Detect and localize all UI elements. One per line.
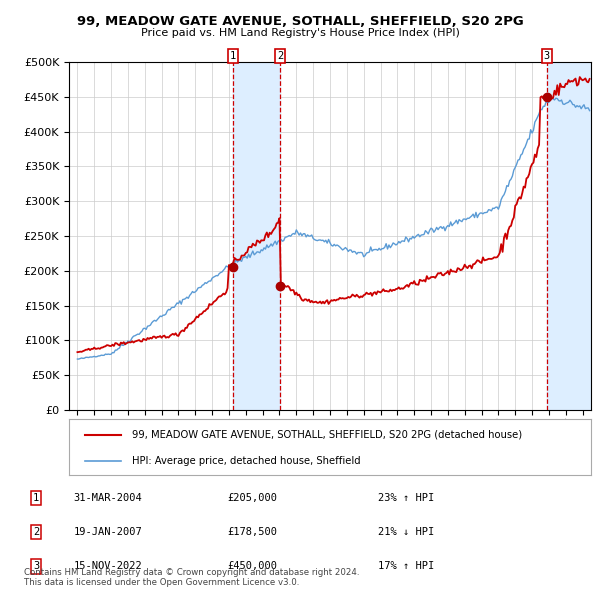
Text: 99, MEADOW GATE AVENUE, SOTHALL, SHEFFIELD, S20 2PG: 99, MEADOW GATE AVENUE, SOTHALL, SHEFFIE… bbox=[77, 15, 523, 28]
Text: 19-JAN-2007: 19-JAN-2007 bbox=[74, 527, 142, 537]
Text: 21% ↓ HPI: 21% ↓ HPI bbox=[378, 527, 434, 537]
Bar bbox=[233, 62, 280, 410]
Text: 31-MAR-2004: 31-MAR-2004 bbox=[74, 493, 142, 503]
Text: 1: 1 bbox=[33, 493, 39, 503]
Text: 2: 2 bbox=[277, 51, 283, 61]
Text: 99, MEADOW GATE AVENUE, SOTHALL, SHEFFIELD, S20 2PG (detached house): 99, MEADOW GATE AVENUE, SOTHALL, SHEFFIE… bbox=[131, 430, 522, 440]
Text: 3: 3 bbox=[33, 562, 39, 571]
Text: 15-NOV-2022: 15-NOV-2022 bbox=[74, 562, 142, 571]
Text: £178,500: £178,500 bbox=[227, 527, 277, 537]
Text: Price paid vs. HM Land Registry's House Price Index (HPI): Price paid vs. HM Land Registry's House … bbox=[140, 28, 460, 38]
Text: 23% ↑ HPI: 23% ↑ HPI bbox=[378, 493, 434, 503]
Text: Contains HM Land Registry data © Crown copyright and database right 2024.
This d: Contains HM Land Registry data © Crown c… bbox=[24, 568, 359, 587]
Text: £450,000: £450,000 bbox=[227, 562, 277, 571]
Text: 3: 3 bbox=[544, 51, 550, 61]
Text: 1: 1 bbox=[230, 51, 236, 61]
Text: 2: 2 bbox=[33, 527, 39, 537]
Text: HPI: Average price, detached house, Sheffield: HPI: Average price, detached house, Shef… bbox=[131, 456, 360, 466]
Text: 17% ↑ HPI: 17% ↑ HPI bbox=[378, 562, 434, 571]
Bar bbox=[547, 62, 591, 410]
Text: £205,000: £205,000 bbox=[227, 493, 277, 503]
